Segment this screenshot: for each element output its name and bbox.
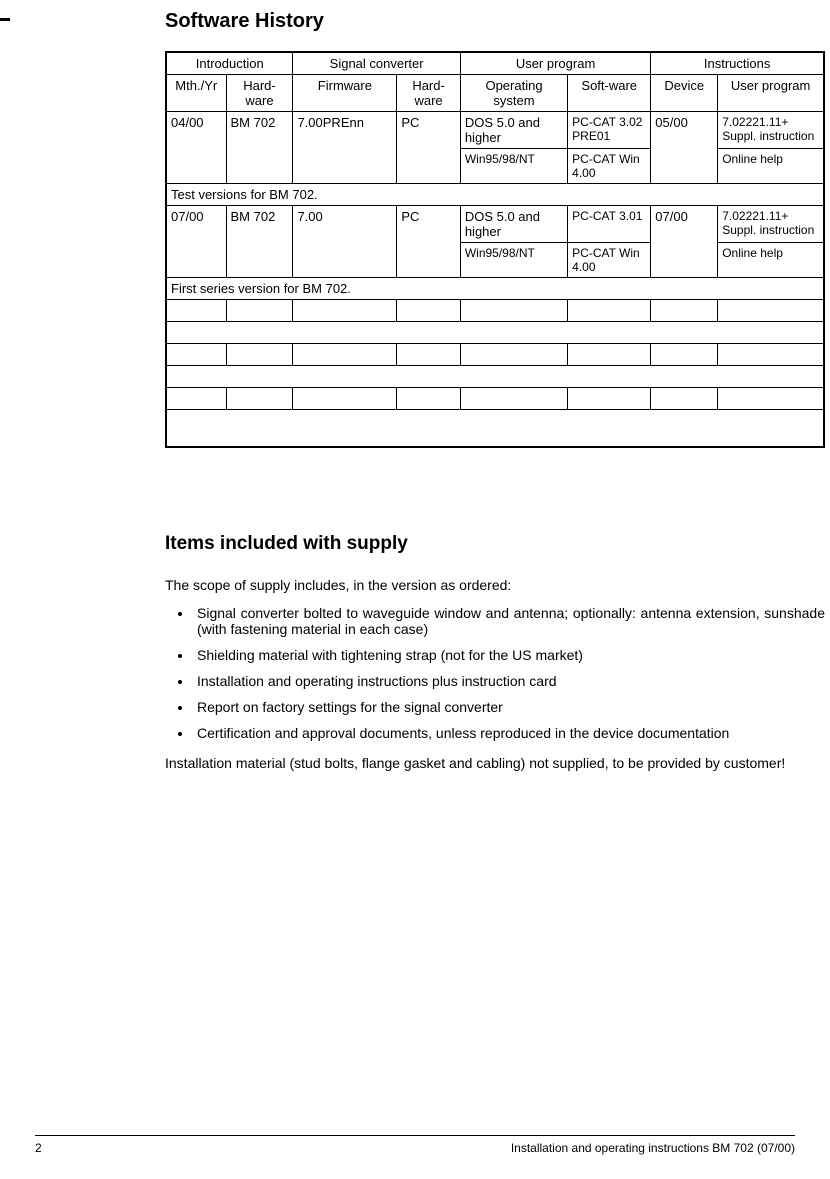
page-footer: 2 Installation and operating instruction… [0, 1135, 830, 1155]
cell: PC-CAT 3.02 PRE01 [568, 112, 651, 149]
cell: 7.02221.11+ Suppl. instruction [718, 206, 824, 243]
header-introduction: Introduction [166, 52, 293, 75]
cell: PC [397, 112, 461, 184]
cell: DOS 5.0 and higher [460, 112, 567, 149]
supply-intro: The scope of supply includes, in the ver… [165, 577, 825, 593]
cell: 04/00 [166, 112, 226, 184]
list-item: Shielding material with tightening strap… [193, 647, 825, 663]
col-hardware1: Hard-ware [226, 75, 293, 112]
cell: PC-CAT Win 4.00 [568, 149, 651, 184]
col-software: Soft-ware [568, 75, 651, 112]
list-item: Signal converter bolted to waveguide win… [193, 605, 825, 637]
col-hardware2: Hard-ware [397, 75, 461, 112]
col-firmware: Firmware [293, 75, 397, 112]
cell: 07/00 [166, 206, 226, 278]
software-history-table: Introduction Signal converter User progr… [165, 51, 825, 448]
cell: Online help [718, 243, 824, 278]
cell: PC-CAT 3.01 [568, 206, 651, 243]
cell: BM 702 [226, 206, 293, 278]
table-header-top: Introduction Signal converter User progr… [166, 52, 824, 75]
table-row-empty [166, 388, 824, 410]
cell: BM 702 [226, 112, 293, 184]
cell: Win95/98/NT [460, 243, 567, 278]
cell: 7.02221.11+ Suppl. instruction [718, 112, 824, 149]
col-mthyr: Mth./Yr [166, 75, 226, 112]
table-span-row: First series version for BM 702. [166, 278, 824, 300]
header-signal-converter: Signal converter [293, 52, 460, 75]
cell: 7.00 [293, 206, 397, 278]
page-number: 2 [35, 1141, 42, 1155]
cell-span: First series version for BM 702. [166, 278, 824, 300]
list-item: Report on factory settings for the signa… [193, 699, 825, 715]
supply-list: Signal converter bolted to waveguide win… [193, 605, 825, 741]
cell: 7.00PREnn [293, 112, 397, 184]
section-title-items-supply: Items included with supply [165, 533, 825, 555]
col-os: Operating system [460, 75, 567, 112]
col-device: Device [651, 75, 718, 112]
table-span-row-empty [166, 366, 824, 388]
table-span-row-empty [166, 410, 824, 448]
table-span-row-empty [166, 322, 824, 344]
header-user-program: User program [460, 52, 650, 75]
cell-span: Test versions for BM 702. [166, 184, 824, 206]
cell: 07/00 [651, 206, 718, 278]
cell: Online help [718, 149, 824, 184]
list-item: Installation and operating instructions … [193, 673, 825, 689]
page-tab-marker [0, 18, 10, 21]
footer-doc-title: Installation and operating instructions … [511, 1141, 795, 1155]
table-row: 04/00 BM 702 7.00PREnn PC DOS 5.0 and hi… [166, 112, 824, 149]
section-title-software-history: Software History [165, 10, 825, 33]
table-span-row: Test versions for BM 702. [166, 184, 824, 206]
cell: DOS 5.0 and higher [460, 206, 567, 243]
cell: PC [397, 206, 461, 278]
table-row: 07/00 BM 702 7.00 PC DOS 5.0 and higher … [166, 206, 824, 243]
list-item: Certification and approval documents, un… [193, 725, 825, 741]
table-header-sub: Mth./Yr Hard-ware Firmware Hard-ware Ope… [166, 75, 824, 112]
col-userprogram: User program [718, 75, 824, 112]
table-row-empty [166, 300, 824, 322]
cell: 05/00 [651, 112, 718, 184]
cell: Win95/98/NT [460, 149, 567, 184]
header-instructions: Instructions [651, 52, 824, 75]
supply-note: Installation material (stud bolts, flang… [165, 755, 825, 771]
table-row-empty [166, 344, 824, 366]
cell: PC-CAT Win 4.00 [568, 243, 651, 278]
